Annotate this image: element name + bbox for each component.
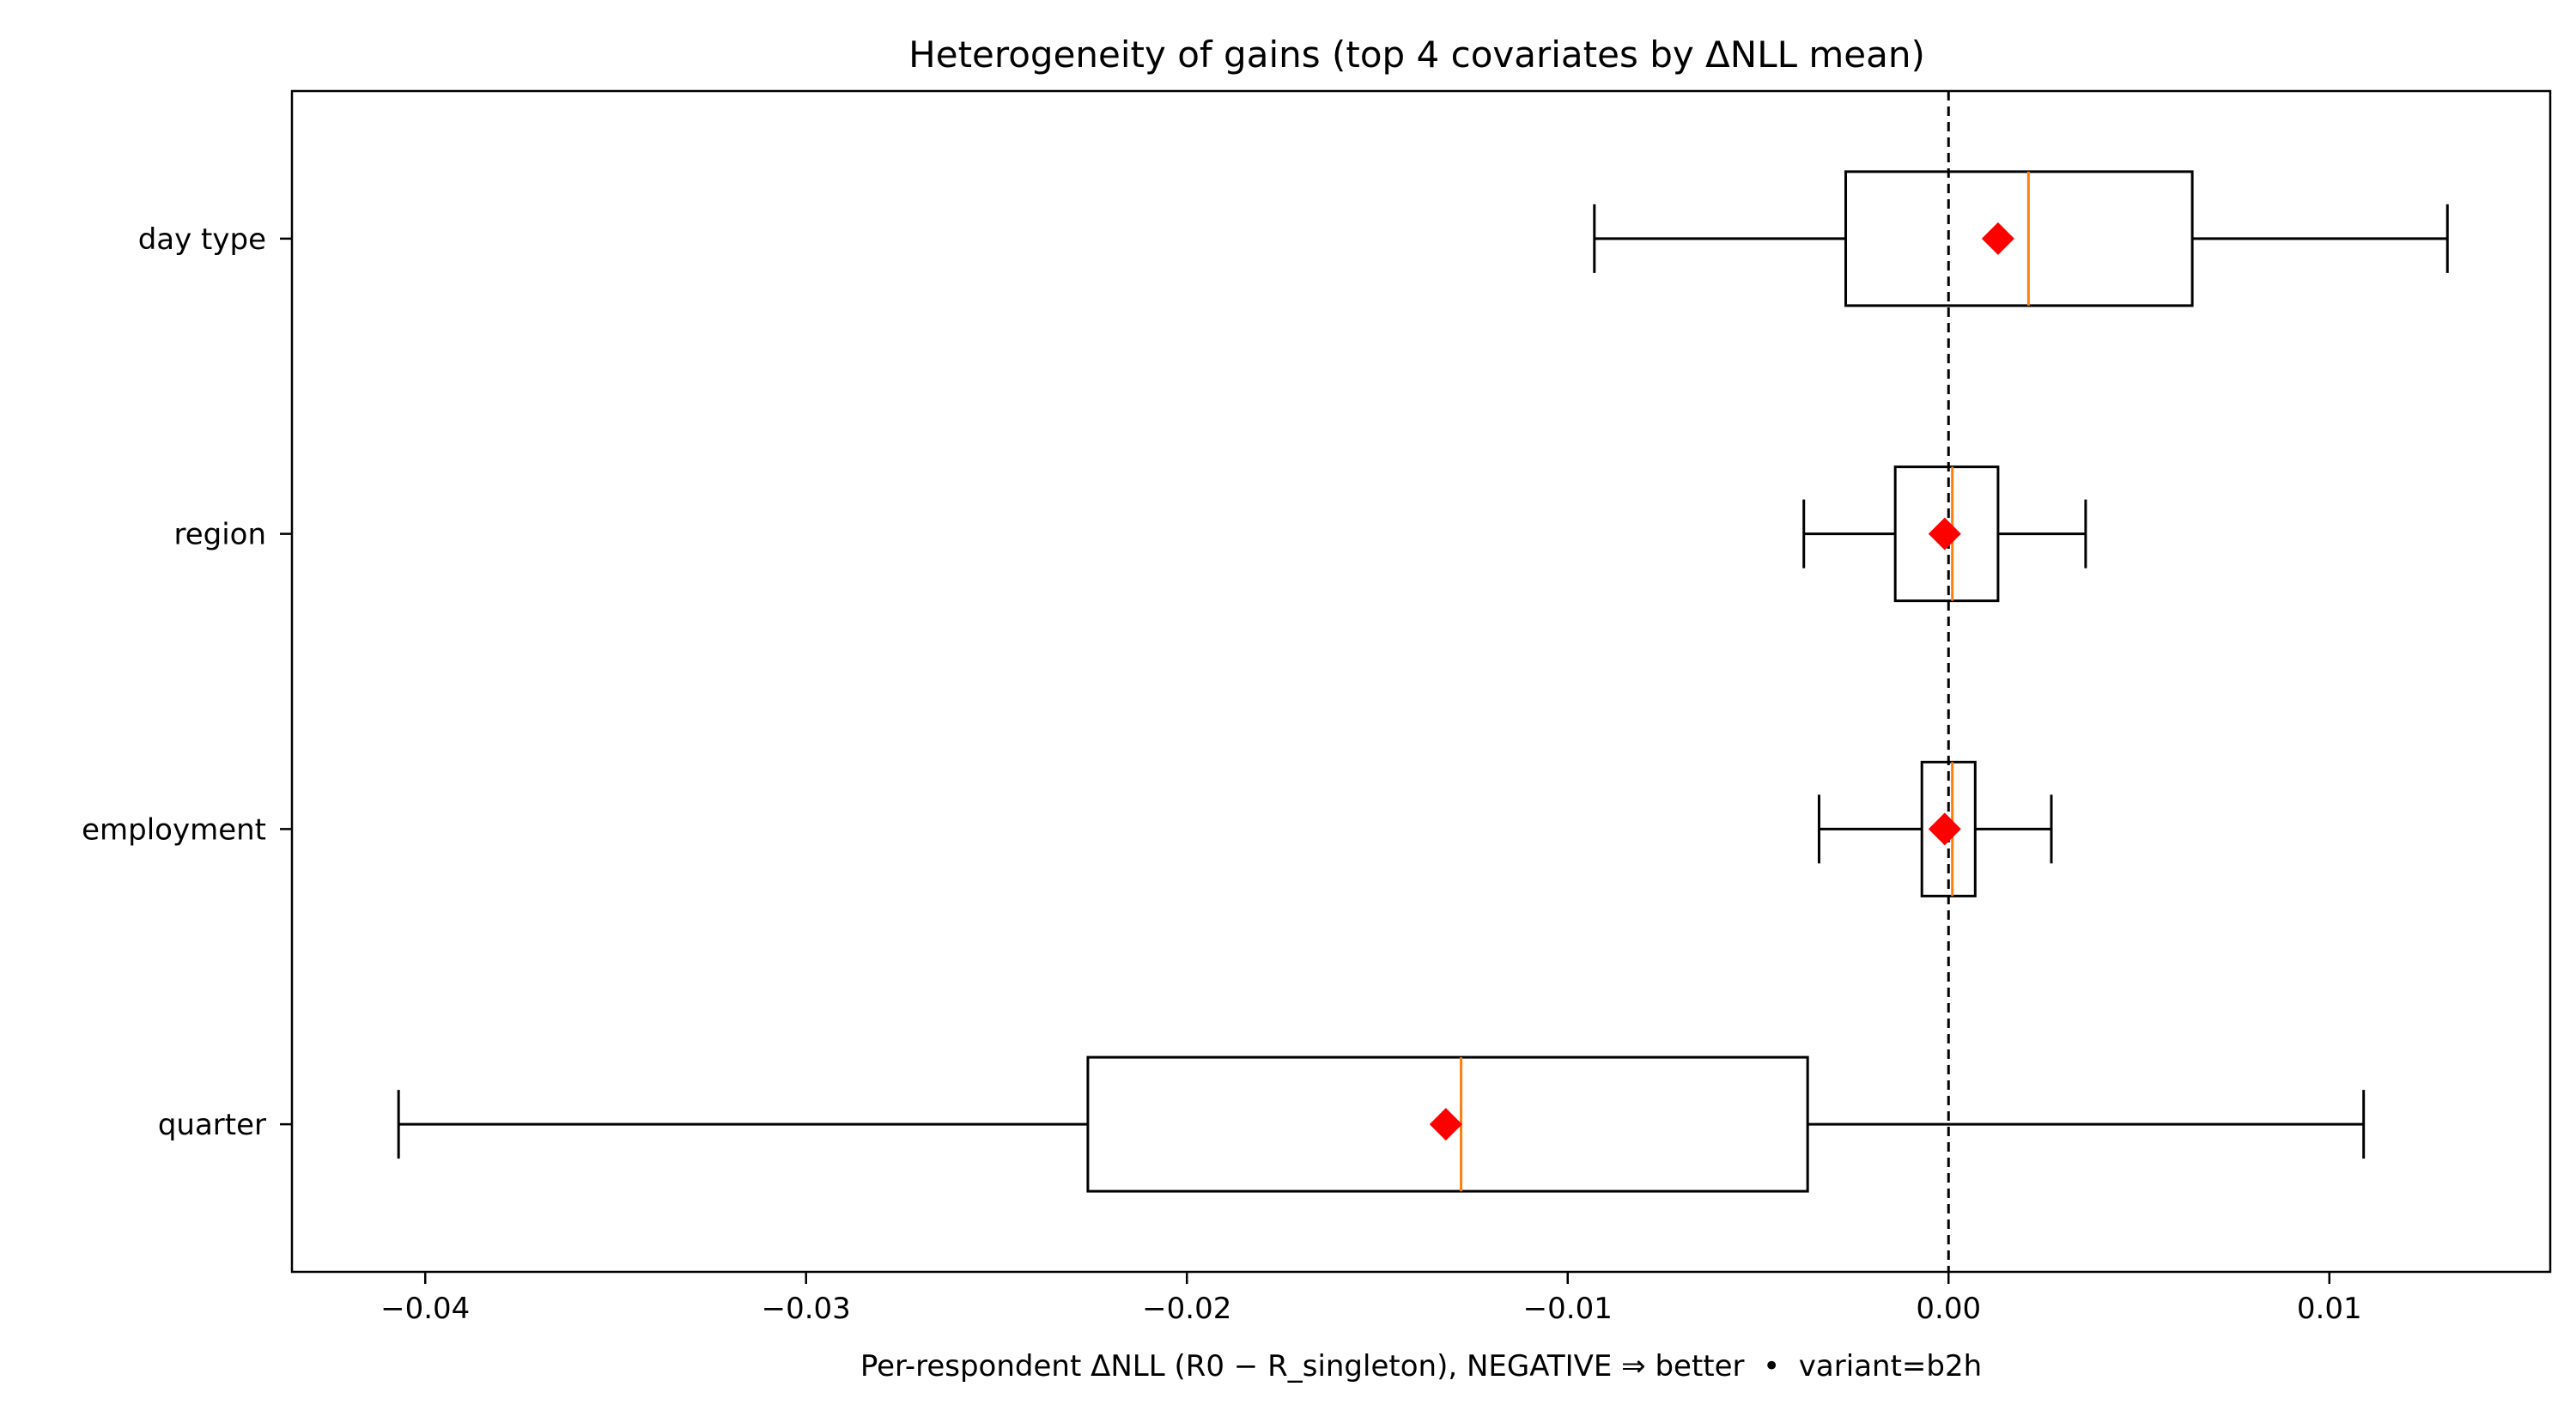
- iqr-box-day-type: [1844, 170, 2194, 307]
- x-axis: −0.04 −0.03 −0.02 −0.01 0.00 0.01: [380, 1272, 2362, 1326]
- box-region: [1802, 465, 2087, 603]
- mean-marker-quarter: [1429, 1108, 1462, 1141]
- y-tick-label-quarter: quarter: [158, 1108, 266, 1142]
- mean-marker-day-type: [1981, 222, 2014, 255]
- mean-marker-employment: [1928, 812, 1961, 846]
- iqr-box-region: [1893, 465, 2000, 603]
- box-quarter: [397, 1055, 2366, 1193]
- x-tick-label: −0.02: [1142, 1292, 1231, 1326]
- box-employment: [1817, 760, 2053, 897]
- iqr-box-employment: [1920, 760, 1977, 897]
- y-axis: day type region employment quarter: [82, 222, 292, 1142]
- x-tick-label: −0.01: [1523, 1292, 1613, 1326]
- x-tick-label: −0.04: [380, 1292, 470, 1326]
- plot-area: [290, 89, 2552, 1274]
- x-tick-label: −0.03: [762, 1292, 851, 1326]
- y-tick-label-region: region: [173, 518, 266, 552]
- mean-marker-region: [1928, 517, 1961, 550]
- box-layer: [397, 91, 2449, 1272]
- y-tick-label-employment: employment: [82, 812, 266, 847]
- x-tick-label: 0.01: [2297, 1292, 2362, 1326]
- chart-title: Heterogeneity of gains (top 4 covariates…: [908, 33, 1925, 76]
- y-tick-label-day-type: day type: [138, 222, 266, 257]
- x-tick-label: 0.00: [1916, 1292, 1981, 1326]
- x-axis-label: Per-respondent ΔNLL (R0 − R_singleton), …: [860, 1349, 1982, 1384]
- iqr-box-quarter: [1086, 1055, 1809, 1193]
- box-day-type: [1593, 170, 2449, 307]
